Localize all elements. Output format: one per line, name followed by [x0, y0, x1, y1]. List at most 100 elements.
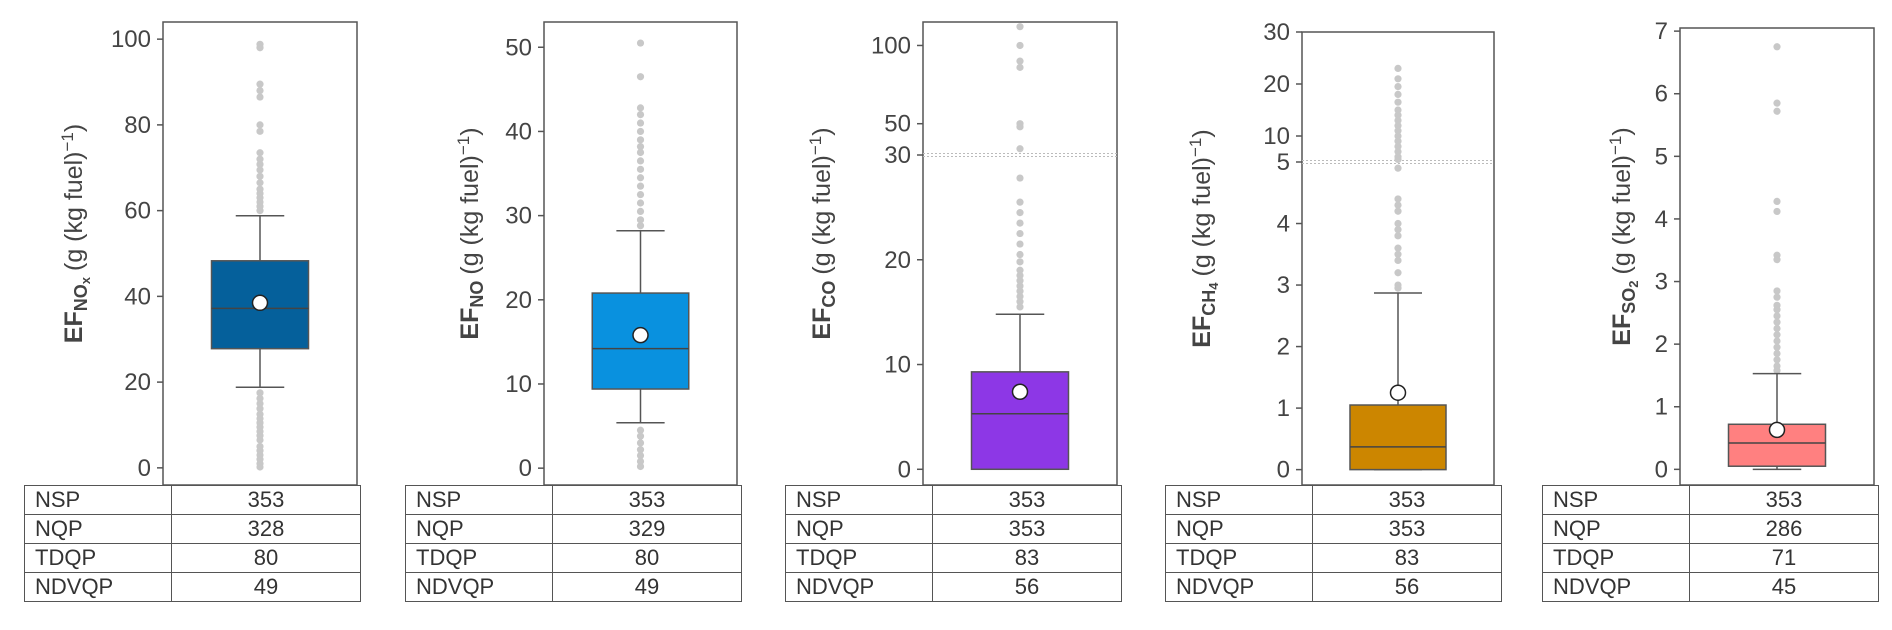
outlier-point	[1394, 232, 1402, 240]
outlier-point	[636, 39, 645, 47]
stats-value: 49	[552, 572, 742, 602]
stats-label: NDVQP	[785, 572, 933, 602]
outlier-point	[1773, 337, 1781, 345]
stats-row: TDQP 83	[1165, 543, 1502, 573]
outlier-point	[256, 44, 264, 52]
y-tick-label: 50	[884, 111, 911, 138]
outlier-point	[1394, 142, 1402, 150]
outlier-point	[256, 399, 264, 408]
outlier-point	[1773, 356, 1781, 364]
stats-row: NDVQP 45	[1542, 572, 1879, 602]
outlier-point	[636, 111, 645, 119]
stats-label: NSP	[405, 485, 553, 515]
outlier-point	[256, 155, 264, 163]
outlier-point	[256, 436, 264, 444]
outlier-point	[636, 157, 645, 165]
outlier-point	[1773, 256, 1781, 264]
iqr-box	[1349, 404, 1447, 471]
y-tick-label: 1	[1277, 395, 1290, 422]
outlier-point	[1394, 284, 1402, 292]
outlier-point	[1773, 318, 1781, 326]
stats-label: TDQP	[1165, 543, 1313, 573]
stats-row: TDQP 80	[24, 543, 361, 573]
stats-row: TDQP 71	[1542, 543, 1879, 573]
stats-value: 56	[932, 572, 1122, 602]
stats-row: NSP 353	[1165, 485, 1502, 515]
outlier-point	[636, 127, 645, 136]
outlier-point	[636, 451, 645, 460]
y-tick-label: 0	[1277, 457, 1290, 484]
y-tick-label: 30	[884, 142, 911, 169]
outlier-point	[1394, 164, 1402, 172]
outlier-point	[1394, 250, 1402, 258]
stats-label: TDQP	[785, 543, 933, 573]
y-axis-label: EFNOx(g (kg fuel)−1)	[58, 124, 93, 343]
stats-table-co: NSP 353 NQP 353 TDQP 83 NDVQP 56	[785, 485, 1122, 602]
stats-label: NQP	[24, 514, 172, 544]
y-tick-label: 100	[111, 26, 151, 53]
outlier-point	[1394, 111, 1402, 119]
outlier-point	[1773, 293, 1781, 301]
stats-value: 353	[171, 485, 361, 515]
outlier-point	[1016, 258, 1024, 266]
outlier-point	[1394, 137, 1402, 145]
outlier-point	[1016, 250, 1024, 259]
outlier-point	[1016, 174, 1024, 182]
stats-row: NDVQP 56	[785, 572, 1122, 602]
outlier-point	[1016, 292, 1024, 301]
y-tick-label: 50	[505, 34, 532, 61]
stats-table-no: NSP 353 NQP 329 TDQP 80 NDVQP 49	[405, 485, 742, 602]
outlier-point	[636, 119, 645, 127]
outlier-point	[256, 121, 264, 129]
outlier-point	[636, 446, 645, 454]
stats-label: NSP	[1165, 485, 1313, 515]
panel-co: 0 10 20 30 50 100 EFCO(g (kg fuel)−1)	[806, 21, 1118, 486]
stats-label: NDVQP	[405, 572, 553, 602]
outlier-point	[256, 172, 264, 180]
outlier-point	[636, 432, 645, 440]
stats-row: NDVQP 56	[1165, 572, 1502, 602]
stats-label: NSP	[785, 485, 933, 515]
outlier-point	[636, 142, 645, 151]
outlier-point	[1016, 287, 1024, 295]
outlier-point	[1773, 343, 1781, 351]
outlier-point	[636, 165, 645, 173]
outlier-point	[1394, 106, 1402, 114]
outlier-point	[1016, 229, 1024, 238]
outlier-point	[1016, 277, 1024, 285]
outlier-point	[1394, 127, 1402, 135]
outlier-point	[1773, 331, 1781, 339]
outlier-point	[1773, 349, 1781, 358]
y-tick-label: 5	[1655, 143, 1668, 170]
stats-row: NSP 353	[24, 485, 361, 515]
outlier-point	[1773, 43, 1781, 51]
outlier-point	[1773, 99, 1781, 107]
outlier-point	[1773, 107, 1781, 115]
outlier-point	[1394, 269, 1402, 277]
outlier-point	[1016, 266, 1024, 274]
y-tick-label: 60	[124, 198, 151, 225]
outlier-point	[1394, 122, 1402, 130]
y-tick-label: 0	[138, 455, 151, 482]
outlier-point	[636, 148, 645, 157]
y-axis-label: EFSO2(g (kg fuel)−1)	[1606, 127, 1641, 345]
stats-label: NSP	[1542, 485, 1690, 515]
outlier-point	[256, 405, 264, 413]
outlier-point	[1394, 148, 1402, 156]
outlier-point	[1016, 123, 1024, 131]
y-tick-label: 10	[884, 352, 911, 379]
y-tick-label: 40	[505, 118, 532, 145]
outlier-point	[1394, 244, 1402, 252]
outlier-point	[256, 179, 264, 187]
stats-table-nox: NSP 353 NQP 328 TDQP 80 NDVQP 49	[24, 485, 361, 602]
mean-marker	[1768, 421, 1786, 439]
stats-value: 353	[1312, 485, 1502, 515]
outlier-point	[1016, 303, 1024, 311]
outlier-point	[1394, 75, 1402, 83]
outlier-point	[636, 462, 645, 471]
stats-value: 83	[932, 543, 1122, 573]
outlier-point	[1016, 271, 1024, 280]
mean-marker	[1389, 384, 1407, 401]
outlier-point	[1394, 83, 1402, 91]
